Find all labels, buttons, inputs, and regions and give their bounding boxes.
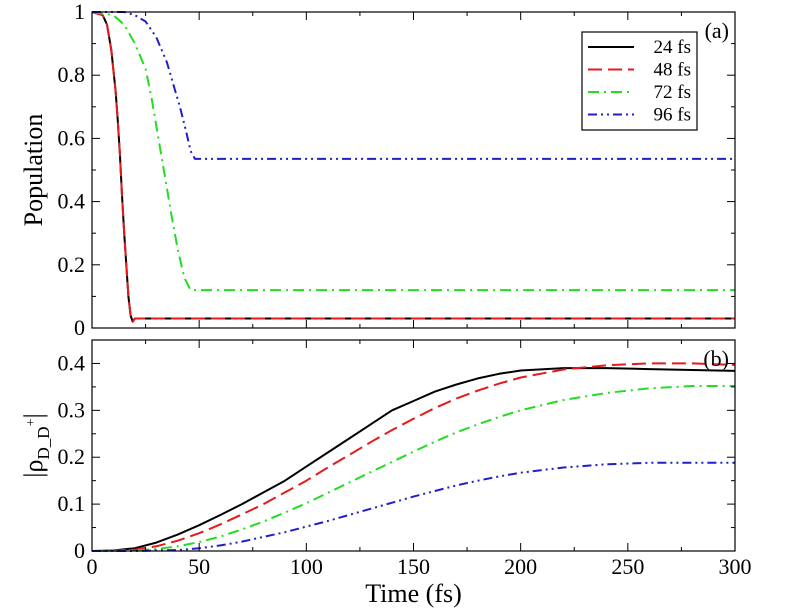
panel-b-y-axis-title: |ρD_D+| — [19, 413, 53, 477]
y-tick-label: 0.2 — [58, 444, 86, 469]
panel-b-series-line-2 — [92, 385, 735, 552]
y-tick-label: 1 — [74, 0, 85, 24]
panel-a-series-group — [91, 11, 735, 323]
panel-b-ticks: 0 50 100 150 200 250 300 0 0.1 0.2 0.3 0.4 — [58, 340, 752, 579]
y-tick-label: 0.8 — [58, 62, 86, 87]
panel-a-ticks: 0 0.2 0.4 0.6 0.8 1 — [58, 0, 736, 340]
panel-a-label: (a) — [705, 18, 729, 43]
panel-b-series-line-1 — [91, 362, 736, 552]
y-tick-label: 0.4 — [58, 189, 86, 214]
legend-entry-label: 72 fs — [654, 82, 691, 103]
panel-b-y-axis-title-end: | — [19, 413, 48, 418]
legend-entry-label: 48 fs — [654, 60, 691, 81]
y-tick-label: 0.1 — [58, 491, 86, 516]
panel-b-label: (b) — [703, 346, 729, 371]
panel-b-series-group — [91, 362, 736, 552]
x-tick-label: 50 — [188, 554, 210, 579]
x-tick-label: 200 — [504, 554, 537, 579]
x-tick-label: 100 — [290, 554, 323, 579]
panel-b-y-axis-title-superscript: + — [24, 418, 39, 426]
x-tick-label: 300 — [719, 554, 752, 579]
y-tick-label: 0 — [74, 315, 85, 340]
panel-b-y-axis-title-subscript: D_D — [34, 426, 53, 459]
panel-b-frame — [91, 339, 736, 552]
x-tick-label: 0 — [87, 554, 98, 579]
panel-b-series-line-0 — [91, 367, 736, 552]
panel-b: 0 50 100 150 200 250 300 0 0.1 0.2 0.3 0.4 (b) |ρD_… — [19, 339, 752, 579]
legend-entry-label: 24 fs — [654, 37, 691, 58]
y-tick-label: 0.2 — [58, 252, 86, 277]
panel-b-y-axis-title-main: |ρ — [19, 460, 48, 478]
panel-a-series-line-2 — [91, 11, 735, 292]
panel-a-series-line-1 — [91, 11, 735, 323]
panel-a-series-line-3 — [92, 11, 735, 160]
x-axis-title: Time (fs) — [365, 579, 462, 608]
y-tick-label: 0.6 — [58, 125, 86, 150]
panel-a-y-axis-title: Population — [19, 114, 48, 227]
y-tick-label: 0.4 — [58, 350, 86, 375]
x-tick-label: 250 — [611, 554, 644, 579]
legend-entry-label: 96 fs — [654, 105, 691, 126]
panel-b-series-line-3 — [92, 461, 735, 552]
x-tick-label: 150 — [397, 554, 430, 579]
y-tick-label: 0 — [74, 538, 85, 563]
y-tick-label: 0.3 — [58, 397, 86, 422]
